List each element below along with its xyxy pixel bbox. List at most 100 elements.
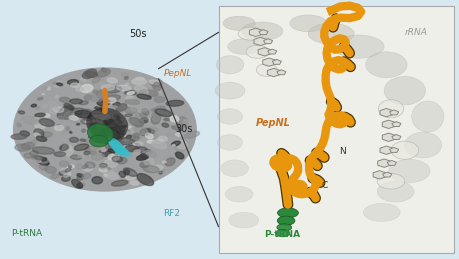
Ellipse shape (128, 143, 140, 149)
Ellipse shape (122, 132, 127, 133)
Ellipse shape (82, 173, 90, 179)
Ellipse shape (142, 127, 158, 133)
Polygon shape (267, 49, 276, 54)
Ellipse shape (108, 122, 122, 130)
Ellipse shape (98, 78, 104, 81)
Ellipse shape (105, 126, 117, 133)
Ellipse shape (256, 63, 276, 76)
Ellipse shape (29, 151, 38, 156)
Ellipse shape (75, 110, 92, 118)
Ellipse shape (171, 145, 175, 147)
Ellipse shape (127, 103, 134, 107)
Ellipse shape (101, 127, 111, 136)
Ellipse shape (33, 158, 49, 163)
Ellipse shape (241, 22, 282, 40)
Ellipse shape (101, 149, 106, 152)
Ellipse shape (105, 131, 120, 141)
Ellipse shape (58, 116, 64, 119)
Ellipse shape (80, 144, 101, 151)
Ellipse shape (104, 125, 111, 131)
Ellipse shape (106, 169, 112, 172)
Ellipse shape (55, 125, 63, 131)
Ellipse shape (143, 120, 147, 123)
Ellipse shape (227, 39, 259, 54)
Ellipse shape (99, 132, 106, 136)
Ellipse shape (111, 107, 123, 114)
Ellipse shape (126, 135, 131, 139)
Ellipse shape (91, 126, 104, 131)
Ellipse shape (113, 151, 118, 155)
Ellipse shape (121, 125, 126, 127)
Ellipse shape (78, 152, 88, 157)
Ellipse shape (78, 175, 83, 177)
Polygon shape (257, 48, 270, 56)
Ellipse shape (101, 128, 109, 133)
Ellipse shape (90, 142, 102, 150)
Ellipse shape (36, 96, 44, 101)
Ellipse shape (77, 138, 95, 145)
Ellipse shape (119, 171, 125, 177)
Ellipse shape (116, 138, 124, 143)
Polygon shape (379, 109, 392, 117)
Ellipse shape (107, 139, 122, 147)
Ellipse shape (65, 168, 71, 172)
Ellipse shape (308, 23, 353, 44)
Ellipse shape (42, 158, 46, 161)
Ellipse shape (130, 135, 136, 139)
Ellipse shape (116, 143, 118, 144)
Ellipse shape (36, 157, 49, 166)
Ellipse shape (99, 149, 106, 153)
Ellipse shape (80, 139, 85, 141)
Ellipse shape (118, 124, 127, 134)
Ellipse shape (171, 141, 180, 146)
Ellipse shape (95, 106, 103, 109)
Polygon shape (381, 120, 394, 128)
Ellipse shape (24, 153, 33, 158)
Ellipse shape (68, 165, 72, 168)
Ellipse shape (404, 132, 441, 158)
Ellipse shape (101, 118, 104, 120)
Ellipse shape (84, 151, 90, 155)
Ellipse shape (108, 142, 124, 149)
Ellipse shape (146, 151, 156, 157)
Ellipse shape (139, 118, 148, 123)
Ellipse shape (82, 69, 96, 79)
Ellipse shape (100, 126, 104, 128)
Ellipse shape (165, 158, 175, 166)
Ellipse shape (33, 147, 54, 154)
Polygon shape (267, 68, 280, 77)
Ellipse shape (69, 131, 72, 133)
Polygon shape (389, 110, 398, 115)
Ellipse shape (102, 129, 108, 133)
Ellipse shape (104, 129, 111, 132)
Ellipse shape (11, 134, 27, 139)
Ellipse shape (216, 56, 243, 74)
Ellipse shape (102, 129, 110, 134)
Ellipse shape (35, 116, 39, 119)
Ellipse shape (39, 165, 48, 170)
Ellipse shape (95, 130, 104, 135)
Ellipse shape (76, 87, 84, 91)
Ellipse shape (110, 148, 116, 149)
Ellipse shape (82, 129, 85, 132)
Ellipse shape (144, 149, 150, 151)
Ellipse shape (100, 134, 104, 139)
Ellipse shape (124, 90, 137, 95)
Ellipse shape (101, 128, 108, 130)
Ellipse shape (110, 138, 134, 145)
Ellipse shape (99, 125, 111, 130)
Ellipse shape (101, 85, 114, 90)
Ellipse shape (116, 116, 120, 120)
Ellipse shape (376, 181, 413, 202)
Ellipse shape (38, 97, 43, 100)
Ellipse shape (60, 146, 69, 150)
Ellipse shape (105, 145, 110, 148)
Ellipse shape (150, 79, 162, 87)
Ellipse shape (246, 45, 269, 58)
Ellipse shape (82, 164, 93, 171)
Ellipse shape (64, 104, 74, 110)
Ellipse shape (125, 126, 131, 128)
Ellipse shape (76, 123, 80, 125)
Ellipse shape (104, 119, 114, 127)
Ellipse shape (59, 144, 68, 151)
